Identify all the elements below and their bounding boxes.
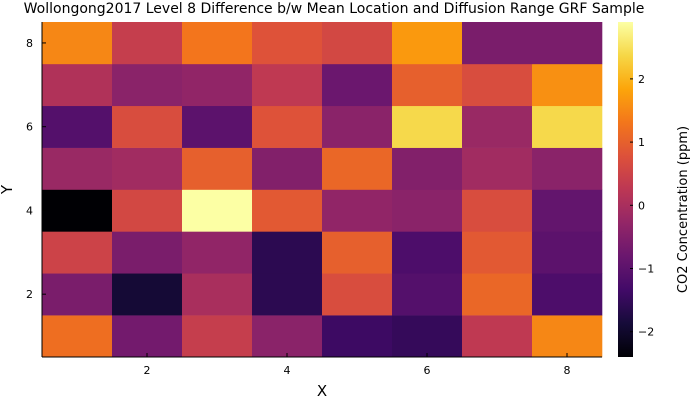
colorbar-tick-label: 2	[638, 73, 645, 86]
heatmap-cell	[252, 189, 323, 232]
heatmap-cell	[322, 189, 393, 232]
heatmap-cell	[42, 22, 113, 65]
heatmap-cell	[462, 147, 533, 190]
heatmap-cell	[42, 315, 113, 358]
y-axis-label: Y	[0, 184, 16, 195]
heatmap-cell	[252, 22, 323, 65]
heatmap-cell	[532, 315, 603, 358]
heatmap-cell	[42, 273, 113, 316]
colorbar-tick-label: 0	[638, 199, 645, 212]
colorbar-tick-label: −1	[638, 263, 654, 276]
heatmap-cell	[392, 147, 463, 190]
heatmap-cell	[392, 105, 463, 148]
x-axis-label: X	[317, 382, 327, 400]
heatmap-cell	[112, 273, 183, 316]
heatmap-cell	[532, 231, 603, 274]
heatmap-cell	[462, 189, 533, 232]
x-tick-label: 8	[564, 364, 571, 377]
heatmap-cell	[532, 147, 603, 190]
heatmap-cell	[532, 105, 603, 148]
heatmap-cell	[182, 63, 253, 107]
heatmap-cell	[42, 105, 113, 148]
heatmap-cell	[182, 147, 253, 190]
heatmap-cell	[182, 189, 253, 232]
heatmap-cell	[42, 189, 113, 232]
heatmap-cell	[182, 315, 253, 358]
heatmap-cell	[462, 63, 533, 107]
heatmap-cell	[112, 189, 183, 232]
heatmap-cell	[532, 22, 603, 65]
heatmap-cell	[112, 315, 183, 358]
heatmap-cell	[532, 63, 603, 107]
y-axis-ticks: 2 4 6 8	[26, 37, 46, 301]
y-tick-label: 6	[26, 121, 33, 134]
heatmap-cell	[182, 231, 253, 274]
heatmap-cell	[112, 231, 183, 274]
colorbar-tick-label: −2	[638, 326, 654, 339]
heatmap-cell	[42, 231, 113, 274]
heatmap-cell	[322, 63, 393, 107]
heatmap-cell	[322, 147, 393, 190]
heatmap-cell	[252, 273, 323, 316]
plot-axes	[41, 22, 602, 358]
heatmap-cell	[322, 273, 393, 316]
heatmap-cell	[392, 231, 463, 274]
heatmap-cell	[322, 231, 393, 274]
heatmap-cell	[532, 189, 603, 232]
y-tick-label: 4	[26, 204, 33, 217]
heatmap-cell	[462, 22, 533, 65]
heatmap-cell	[112, 105, 183, 148]
heatmap-cell	[392, 189, 463, 232]
colorbar	[618, 22, 633, 357]
y-tick-label: 8	[26, 37, 33, 50]
heatmap-cell	[252, 315, 323, 358]
heatmap-cell	[322, 22, 393, 65]
colorbar-label: CO2 Concentration (ppm)	[676, 126, 691, 293]
heatmap-cell	[182, 105, 253, 148]
x-tick-label: 4	[284, 364, 291, 377]
colorbar-tick-label: 1	[638, 136, 645, 149]
heatmap-cell	[42, 147, 113, 190]
heatmap-cells	[42, 22, 603, 358]
heatmap-cell	[532, 273, 603, 316]
colorbar-ticks: −2 −1 0 1 2	[630, 73, 654, 339]
heatmap-cell	[42, 63, 113, 107]
x-tick-label: 2	[144, 364, 151, 377]
heatmap-cell	[252, 63, 323, 107]
heatmap-cell	[322, 315, 393, 358]
heatmap-cell	[112, 147, 183, 190]
heatmap-cell	[112, 22, 183, 65]
heatmap-cell	[182, 273, 253, 316]
heatmap-cell	[322, 105, 393, 148]
heatmap-cell	[252, 105, 323, 148]
x-axis-ticks: 2 4 6 8	[144, 353, 571, 377]
heatmap-cell	[252, 147, 323, 190]
heatmap-cell	[252, 231, 323, 274]
heatmap-cell	[462, 105, 533, 148]
heatmap-cell	[112, 63, 183, 107]
heatmap-cell	[392, 315, 463, 358]
heatmap-cell	[462, 315, 533, 358]
heatmap-cell	[182, 22, 253, 65]
x-tick-label: 6	[424, 364, 431, 377]
heatmap-cell	[392, 63, 463, 107]
heatmap-cell	[462, 273, 533, 316]
chart-title: Wollongong2017 Level 8 Difference b/w Me…	[24, 1, 645, 17]
heatmap-cell	[462, 231, 533, 274]
heatmap-cell	[392, 273, 463, 316]
y-tick-label: 2	[26, 288, 33, 301]
heatmap-cell	[392, 22, 463, 65]
